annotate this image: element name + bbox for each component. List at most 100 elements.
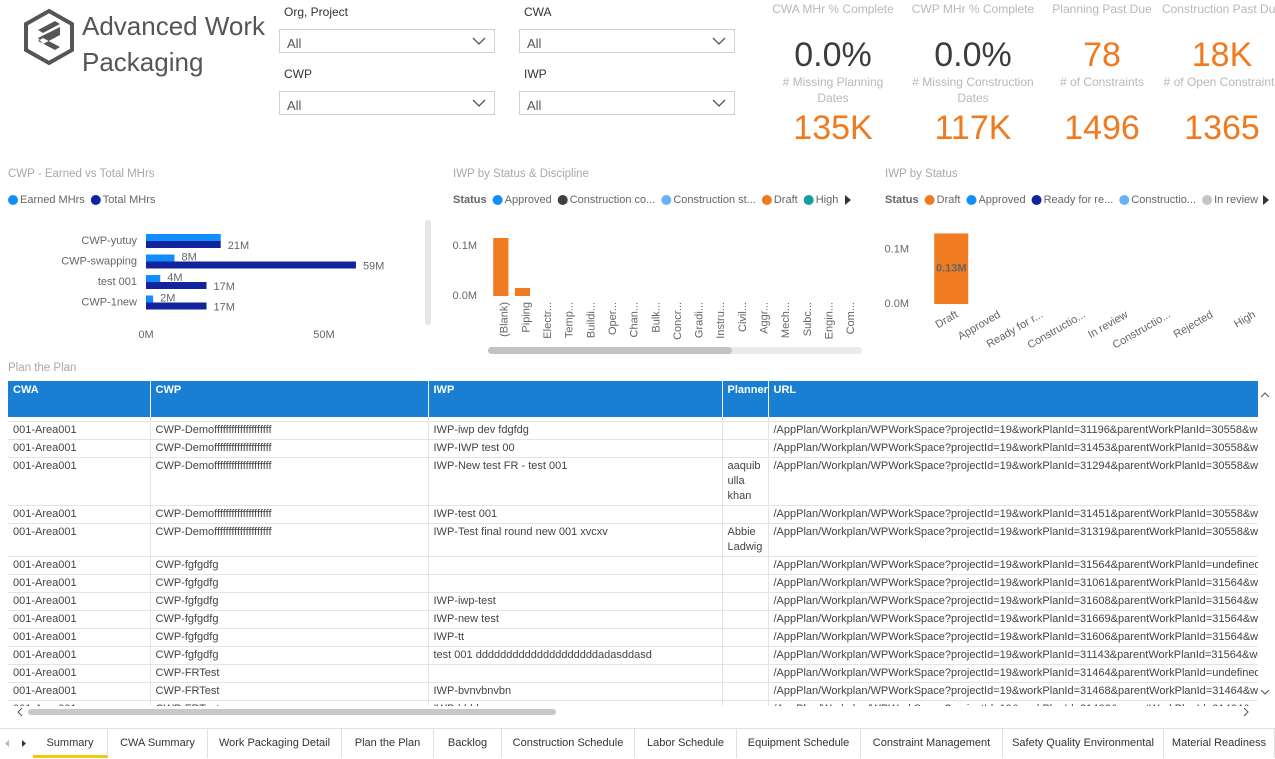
cell: /AppPlan/Workplan/WPWorkSpace?projectId=… [768, 439, 1258, 458]
table-row[interactable]: 001-Area001 CWP-Demoffffffffffffffffffff I… [8, 505, 1258, 524]
scroll-thumb[interactable] [488, 347, 732, 354]
table-row[interactable]: 001-Area001 CWP-fgfgdfg/AppPlan/Workplan/… [8, 556, 1258, 575]
cell: CWP-FRTest [150, 682, 429, 701]
cell [722, 421, 769, 440]
y-tick-label: 0.0M [885, 298, 909, 310]
table-row[interactable]: 001-Area001 CWP-fgfgdfg test 001 ddddddddd… [8, 646, 1258, 665]
vertical-scrollbar[interactable] [1258, 381, 1272, 706]
category-label: Mech... [780, 302, 792, 338]
cell: CWP-fgfgdfg [150, 592, 429, 611]
legend-marker [803, 195, 814, 205]
cell: /AppPlan/Workplan/WPWorkSpace?projectId=… [768, 574, 1258, 593]
tab[interactable]: Summary [33, 729, 108, 758]
tab[interactable]: CWA Summary [108, 729, 208, 758]
cell [722, 439, 769, 458]
table-row[interactable]: 001-Area001 CWP-Demoffffffffffffffffffff I… [8, 421, 1258, 440]
cell [722, 574, 769, 593]
tab[interactable]: Backlog [434, 729, 502, 758]
category-label: Electr... [542, 302, 554, 339]
cell: 001-Area001 [8, 646, 151, 665]
category-label: Subc... [802, 302, 814, 336]
bar-segment [514, 288, 531, 296]
cell: IWP-test 001 [428, 505, 723, 524]
tab-nav[interactable] [0, 729, 33, 758]
cell: IWP-IWP test 00 [428, 439, 723, 458]
category-label: CWP-1new [81, 296, 137, 308]
column-header: CWP [150, 381, 429, 417]
tab[interactable]: Plan the Plan [342, 729, 434, 758]
legend-label: Construction co... [570, 194, 656, 206]
dropdown[interactable]: All [519, 91, 735, 115]
table-row[interactable]: 001-Area001 CWP-Demoffffffffffffffffffff I… [8, 439, 1258, 458]
tab[interactable]: Equipment Schedule [737, 729, 861, 758]
legend-label: Earned MHrs [20, 194, 85, 206]
cell: IWP-new test [428, 610, 723, 629]
table-row[interactable]: 001-Area001 CWP-FRTest/AppPlan/Workplan/W… [8, 664, 1258, 683]
category-label: Engin... [823, 302, 835, 339]
legend-next[interactable] [1263, 195, 1269, 205]
table-row[interactable]: 001-Area001 CWP-fgfgdfg IWP-iwp-test/AppPl… [8, 592, 1258, 611]
category-label: Aggr... [758, 302, 770, 334]
cell [722, 417, 769, 422]
tab[interactable]: Material Readiness [1164, 729, 1275, 758]
dropdown[interactable]: All [279, 91, 495, 115]
legend-marker [557, 195, 568, 205]
category-label: Gradi... [694, 302, 706, 338]
tab[interactable]: Labor Schedule [635, 729, 737, 758]
table-row[interactable]: 001-Area001 CWP-FRTest IWP-bvnvbnvbn/AppPl… [8, 682, 1258, 701]
tab[interactable]: Constraint Management [861, 729, 1003, 758]
kpi-label: # Missing Construction Dates [912, 75, 1034, 105]
table-row[interactable]: 001-Area001 CWP-Demoffffffffffffffffffff I… [8, 523, 1258, 557]
cell: aaquib ulla khan [722, 457, 769, 506]
legend-next[interactable] [845, 195, 851, 205]
cell [428, 664, 723, 683]
legend-marker [1119, 195, 1130, 205]
cell: 001-Area001 [8, 628, 151, 647]
filter-label: CWA [524, 5, 552, 19]
horizontal-scrollbar[interactable] [8, 705, 1260, 719]
cell: /AppPlan/Workplan/WPWorkSpace?projectId=… [768, 700, 1258, 706]
cell: /AppPlan/Workplan/WPWorkSpace?projectId=… [768, 646, 1258, 665]
dropdown[interactable]: All [519, 29, 735, 53]
table-row[interactable]: 001-Area001 CWP-fgfgdfg/AppPlan/Workplan/… [8, 574, 1258, 593]
dropdown[interactable]: All [279, 29, 495, 53]
app-title: Advanced Work Packaging [82, 11, 266, 77]
cell: CWP-fgfgdfg [150, 646, 429, 665]
kpi-value: 135K [793, 109, 873, 147]
cell: /AppPlan/Workplan/WPWorkSpace?projectId=… [768, 628, 1258, 647]
kpi-value: 0.0% [794, 36, 872, 74]
table-row[interactable]: 001-Area001CWP-FRTestIWP-hhhh/AppPlan/Wo… [8, 700, 1258, 706]
cell: CWP-Demoffffffffffffffffffff [150, 457, 429, 506]
table-row[interactable]: 001-Area001 CWP-fgfgdfg IWP-tt/AppPlan/Wor… [8, 628, 1258, 647]
cell [722, 664, 769, 683]
cell: CWP-fgfgdfg [150, 556, 429, 575]
legend-marker [90, 195, 101, 205]
column-header: URL [768, 381, 1258, 417]
tab[interactable]: Safety Quality Environmental [1003, 729, 1164, 758]
cell: CWP-Demoffffffffffffffffffff [150, 421, 429, 440]
table-row[interactable]: 001-Area001 CWP-Demoffffffffffffffffffff I… [8, 457, 1258, 506]
cell: CWP-Demoffffffffffffffffffff [150, 523, 429, 557]
legend-label: Total MHrs [103, 194, 156, 206]
tab[interactable]: Construction Schedule [502, 729, 635, 758]
chart-title: IWP by Status [885, 168, 958, 180]
column-header: CWA [8, 381, 151, 417]
data-label: 17M [213, 281, 234, 293]
cell: CWP-FRTest [150, 664, 429, 683]
cell [768, 417, 1258, 422]
kpi-label: # of Constraints [1059, 75, 1145, 89]
category-label: Concr... [672, 302, 684, 340]
tab[interactable]: Work Packaging Detail [208, 729, 342, 758]
kpi-label: CWP MHr % Complete [911, 2, 1035, 16]
chevron [472, 37, 486, 45]
cell: 001-Area001 [8, 439, 151, 458]
kpi-value: 0.0% [934, 36, 1012, 74]
chart-title: CWP - Earned vs Total MHrs [8, 168, 155, 180]
filter-label: Org, Project [284, 5, 349, 19]
y-tick-label: 0.1M [453, 240, 477, 252]
data-label: 0.13M [936, 263, 967, 275]
legend-marker [1031, 195, 1042, 205]
table-row[interactable]: 001-Area001 CWP-fgfgdfg IWP-new test/AppPl… [8, 610, 1258, 629]
bar [146, 275, 161, 282]
cell [722, 628, 769, 647]
